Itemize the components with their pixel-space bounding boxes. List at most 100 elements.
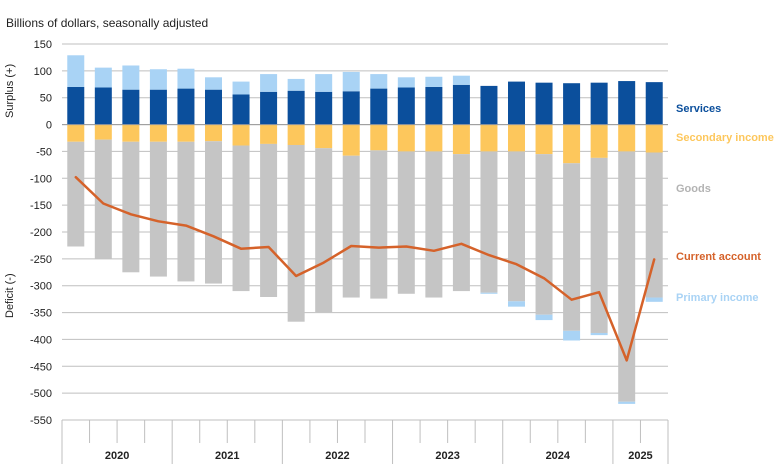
bar-services — [260, 91, 278, 125]
bar-primary-income — [425, 76, 443, 87]
bar-primary-income — [480, 292, 498, 294]
bar-services — [287, 90, 305, 125]
year-label: 2023 — [435, 450, 459, 462]
legend-goods: Goods — [676, 183, 711, 195]
bar-primary-income — [177, 68, 195, 89]
y-axis: 150 100 50 0 -50 -100 -150 -200 -250 -300 -350 -400… — [30, 39, 52, 427]
bar-goods — [342, 155, 360, 298]
bar-services — [205, 89, 222, 125]
legend-secondary-income: Secondary income — [676, 132, 774, 144]
y-tick-label: -400 — [30, 334, 52, 346]
x-axis: 2020 2021 2022 2023 2024 2025 — [61, 419, 669, 464]
bar-secondary-income — [260, 124, 278, 144]
bar-primary-income — [260, 74, 278, 92]
bar-primary-income — [563, 330, 581, 341]
bar-secondary-income — [177, 124, 195, 142]
year-label: 2022 — [325, 450, 349, 462]
bar-goods — [232, 145, 250, 292]
bar-secondary-income — [452, 124, 470, 155]
y-tick-label: 150 — [34, 39, 52, 51]
bar-services — [122, 89, 140, 125]
y-tick-label: -150 — [30, 200, 52, 212]
bar-primary-income — [315, 74, 333, 92]
bar-goods — [315, 148, 333, 313]
y-tick-label: 50 — [40, 93, 52, 105]
chart-subtitle: Billions of dollars, seasonally adjusted — [6, 16, 209, 30]
bar-secondary-income — [122, 124, 140, 142]
bar-goods — [94, 139, 112, 259]
bar-goods — [260, 143, 278, 297]
bars — [62, 55, 668, 404]
bar-goods — [205, 141, 222, 284]
bar-primary-income — [232, 81, 250, 95]
bar-primary-income — [67, 55, 85, 87]
bar-services — [563, 83, 581, 125]
bar-goods — [177, 141, 195, 282]
bar-goods — [287, 144, 305, 322]
bar-secondary-income — [480, 124, 498, 152]
bar-services — [232, 94, 250, 125]
legend-current-account: Current account — [676, 251, 761, 263]
y-tick-label: 0 — [46, 120, 52, 132]
bar-goods — [563, 163, 581, 331]
bar-services — [645, 82, 663, 125]
bar-secondary-income — [563, 124, 581, 164]
bar-secondary-income — [397, 124, 415, 152]
bar-secondary-income — [370, 124, 388, 151]
bar-secondary-income — [149, 124, 167, 142]
bar-goods — [425, 151, 443, 298]
bar-services — [177, 88, 195, 125]
bar-primary-income — [452, 75, 470, 85]
year-label: 2025 — [628, 450, 652, 462]
bar-primary-income — [287, 78, 305, 91]
bar-services — [342, 91, 360, 125]
bar-secondary-income — [508, 124, 525, 152]
bar-services — [425, 86, 443, 125]
y-tick-label: -550 — [30, 415, 52, 427]
current-account-line — [74, 175, 656, 362]
y-tick-label: -200 — [30, 227, 52, 239]
bar-secondary-income — [645, 124, 663, 153]
bar-goods — [67, 141, 85, 247]
y-tick-label: -450 — [30, 361, 52, 373]
bar-secondary-income — [67, 124, 85, 142]
bar-secondary-income — [232, 124, 250, 146]
bar-services — [508, 81, 525, 125]
bar-goods — [590, 157, 608, 333]
bar-services — [480, 85, 498, 125]
bar-secondary-income — [535, 124, 553, 155]
y-tick-label: -500 — [30, 388, 52, 400]
bar-goods — [645, 152, 663, 298]
bar-primary-income — [397, 77, 415, 88]
y-axis-title-surplus: Surplus (+) — [4, 63, 16, 118]
y-tick-label: 100 — [34, 66, 52, 78]
bar-primary-income — [535, 314, 553, 321]
y-tick-label: -100 — [30, 173, 52, 185]
series-current-account — [74, 175, 656, 362]
bar-services — [618, 81, 636, 125]
legend-services: Services — [676, 103, 722, 115]
bar-services — [590, 82, 608, 125]
year-label: 2024 — [546, 450, 571, 462]
bar-goods — [618, 151, 636, 402]
bar-services — [94, 87, 112, 125]
bar-goods — [397, 151, 415, 294]
bar-secondary-income — [315, 124, 333, 149]
bar-primary-income — [94, 67, 112, 88]
bar-primary-income — [342, 71, 360, 92]
y-tick-label: -350 — [30, 308, 52, 320]
bar-primary-income — [122, 65, 140, 90]
legend-primary-income: Primary income — [676, 292, 759, 304]
bar-goods — [480, 151, 498, 293]
bar-goods — [452, 154, 470, 292]
bar-secondary-income — [205, 124, 222, 142]
bar-primary-income — [508, 301, 525, 307]
bar-secondary-income — [590, 124, 608, 158]
bar-goods — [535, 154, 553, 315]
bar-secondary-income — [618, 124, 636, 152]
bar-primary-income — [205, 77, 222, 90]
y-tick-label: -50 — [36, 146, 52, 158]
bar-secondary-income — [287, 124, 305, 145]
bar-secondary-income — [94, 124, 112, 140]
